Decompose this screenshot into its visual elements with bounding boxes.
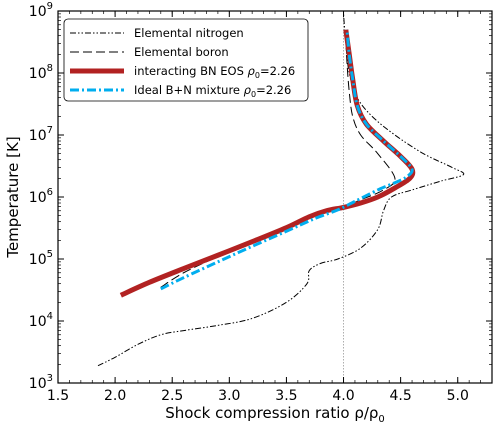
x-axis-title: Shock compression ratio ρ/ρ0 — [165, 404, 385, 425]
series-line-nitrogen — [97, 13, 465, 367]
y-tick-label: 106 — [29, 187, 53, 206]
legend-label-ideal: Ideal B+N mixture ρ0=2.26 — [134, 83, 291, 99]
legend: Elemental nitrogen Elemental boron interac… — [63, 18, 309, 102]
y-tick-label: 108 — [29, 63, 53, 82]
y-tick-exponent: 3 — [47, 373, 53, 384]
legend-label-rho: ρ — [248, 64, 256, 78]
legend-frame — [63, 18, 309, 102]
x-tick-label: 4.0 — [332, 388, 354, 404]
legend-label-main: Elemental nitrogen — [134, 26, 244, 40]
x-axis-title-subscript: 0 — [378, 414, 384, 425]
legend-label-nitrogen: Elemental nitrogen — [134, 26, 244, 40]
x-tick-label: 5.0 — [447, 388, 469, 404]
x-tick-label: 1.5 — [47, 388, 69, 404]
y-tick-exponent: 7 — [47, 125, 53, 136]
x-tick-label: 3.0 — [218, 388, 240, 404]
legend-items: Elemental nitrogen Elemental boron interac… — [70, 26, 295, 99]
x-tick-label: 4.5 — [389, 388, 411, 404]
legend-label-main: Elemental boron — [134, 45, 229, 59]
x-tick-label: 3.5 — [275, 388, 297, 404]
y-tick-base: 10 — [29, 190, 47, 206]
legend-label-subscript: 0 — [255, 71, 260, 80]
legend-label-interacting: interacting BN EOS ρ0=2.26 — [134, 64, 295, 80]
y-tick-exponent: 6 — [47, 187, 53, 198]
legend-label-tail: =2.26 — [260, 64, 295, 78]
x-tick-label: 2.5 — [161, 388, 183, 404]
y-tick-base: 10 — [29, 252, 47, 268]
series-line-ideal — [160, 29, 414, 291]
legend-label-tail: =2.26 — [256, 83, 291, 97]
legend-label-boron: Elemental boron — [134, 45, 229, 59]
x-ticks: 1.5 2.0 2.5 3.0 3.5 4.0 4.5 5.0 — [47, 11, 469, 404]
legend-label-rho: ρ — [244, 83, 252, 97]
y-tick-label: 104 — [29, 311, 53, 330]
y-tick-base: 10 — [29, 314, 47, 330]
legend-label-main: Ideal B+N mixture — [134, 83, 244, 97]
y-tick-label: 109 — [29, 1, 53, 20]
y-tick-base: 10 — [29, 376, 47, 392]
minor-ticks — [58, 11, 493, 383]
y-tick-base: 10 — [29, 4, 47, 20]
y-tick-exponent: 9 — [47, 1, 53, 12]
x-tick-label: 2.0 — [104, 388, 126, 404]
y-tick-label: 105 — [29, 249, 53, 268]
y-axis-title: Temperature [K] — [4, 136, 22, 258]
y-tick-exponent: 8 — [47, 63, 53, 74]
y-tick-label: 107 — [29, 125, 53, 144]
y-tick-exponent: 5 — [47, 249, 53, 260]
y-tick-exponent: 4 — [47, 311, 53, 322]
legend-label-subscript: 0 — [251, 90, 256, 99]
series-layer — [97, 13, 465, 367]
legend-label-main: interacting BN EOS — [134, 64, 248, 78]
y-tick-label: 103 — [29, 373, 53, 392]
y-tick-base: 10 — [29, 128, 47, 144]
y-tick-base: 10 — [29, 66, 47, 82]
